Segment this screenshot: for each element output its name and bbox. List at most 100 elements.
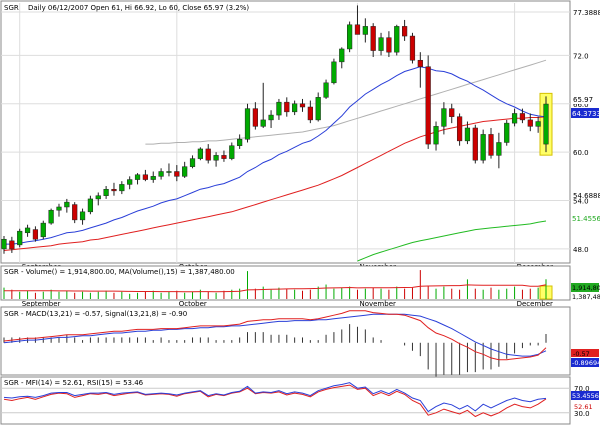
candle-body xyxy=(386,37,392,53)
rsi-tick-30: 30.0 xyxy=(574,410,590,418)
candle-body xyxy=(142,174,148,180)
candle-body xyxy=(103,188,109,196)
candle-body xyxy=(189,158,196,167)
candle-body xyxy=(24,227,31,234)
candle-body xyxy=(134,174,141,180)
candle-body xyxy=(394,26,400,53)
candle-body xyxy=(40,222,46,238)
candle-body xyxy=(323,82,329,98)
volume-panel: SGR - Volume() = 1,914,800.00, MA(Volume… xyxy=(0,265,600,308)
candle-body xyxy=(339,48,345,63)
candle-body xyxy=(331,61,337,84)
price-tick-label: 66.0 xyxy=(573,101,589,109)
candle-body xyxy=(354,24,361,35)
volume-ma-label: 1,387,480 xyxy=(572,293,600,301)
candle-body xyxy=(496,142,502,156)
candle-body xyxy=(56,206,62,211)
volume-month-label: October xyxy=(179,300,207,308)
candle-body xyxy=(433,126,439,145)
candle-body xyxy=(32,229,39,240)
candle-body xyxy=(174,171,180,177)
candle-body xyxy=(315,97,321,121)
macd-panel: SGR - MACD(13,21) = -0.57, Signal(13,21,… xyxy=(0,306,600,378)
candle-body xyxy=(276,101,282,116)
rsi-line xyxy=(3,382,547,413)
price-tick-label: 77.3888 xyxy=(573,9,600,17)
candle-body xyxy=(64,201,70,208)
price-tick-label: 60.0 xyxy=(573,149,589,157)
candle-body xyxy=(347,24,353,50)
candle-body xyxy=(111,188,117,192)
ma20-label-box xyxy=(571,108,599,118)
candle-body xyxy=(456,116,463,142)
candle-body xyxy=(182,166,188,177)
signal-value-label: -0.89694 xyxy=(572,359,600,367)
mfi-value-label: 52.61 xyxy=(574,403,593,411)
candle-body xyxy=(237,139,243,146)
candle-body xyxy=(252,108,258,127)
candle-body xyxy=(378,37,384,51)
volume-last-label: 1,914,800 xyxy=(572,284,600,292)
candle-body xyxy=(543,103,549,145)
rsi-mfi-panel: SGR - MFI(14) = 52.61, RSI(15) = 53.46 7… xyxy=(0,376,599,425)
candle-body xyxy=(511,113,518,124)
macd-value-label: -0.57 xyxy=(573,350,590,358)
price-axis-ticks: 77.3888 72.0 66.0 60.0 54.0 48.0 xyxy=(573,9,600,254)
rsi-label-box xyxy=(571,391,599,400)
candle-body xyxy=(72,204,78,221)
price-tick-label: 54.0 xyxy=(573,198,589,206)
signal-line xyxy=(3,313,547,357)
candle-body xyxy=(205,148,211,161)
mfi-line xyxy=(3,384,547,418)
last-price-label: 65.97 xyxy=(573,96,593,104)
candle-body xyxy=(127,179,133,185)
volume-legend: SGR - Volume() = 1,914,800.00, MA(Volume… xyxy=(4,268,235,276)
candle-body xyxy=(402,26,408,37)
volume-month-label: November xyxy=(359,300,396,308)
signal-label-box xyxy=(571,358,599,367)
candle-body xyxy=(268,114,274,121)
candle-body xyxy=(504,122,510,143)
price-header-symbol: SGR xyxy=(4,4,19,12)
volume-month-label: December xyxy=(517,300,553,308)
candle-body xyxy=(464,127,471,142)
candle-body xyxy=(441,108,447,127)
candle-body xyxy=(79,211,86,221)
candle-body xyxy=(370,26,376,51)
candle-body xyxy=(519,113,526,121)
candle-body xyxy=(292,103,298,113)
ma200-label: 54.6888 xyxy=(573,192,600,200)
candle-body xyxy=(409,35,416,61)
rsi-legend: SGR - MFI(14) = 52.61, RSI(15) = 53.46 xyxy=(4,379,144,387)
volume-month-label: September xyxy=(22,300,61,308)
candle-body xyxy=(472,127,478,161)
candlesticks xyxy=(1,5,549,254)
macd-legend: SGR - MACD(13,21) = -0.57, Signal(13,21,… xyxy=(4,310,187,318)
candle-body xyxy=(197,148,203,159)
candle-body xyxy=(449,108,455,117)
candle-body xyxy=(9,240,15,250)
candle-body xyxy=(213,155,219,161)
candle-body xyxy=(535,121,541,127)
price-panel-frame xyxy=(0,0,571,264)
candle-body xyxy=(119,184,125,192)
ma200-line xyxy=(145,59,547,145)
rsi-value-label: 53.4556 xyxy=(572,392,599,400)
candle-body xyxy=(527,119,533,127)
macd-line xyxy=(3,310,547,361)
price-tick-label: 72.0 xyxy=(573,52,589,60)
candle-body xyxy=(166,171,172,173)
ma20-line xyxy=(4,66,547,245)
candle-body xyxy=(299,103,306,108)
candle-body xyxy=(150,176,156,180)
candle-body xyxy=(95,195,101,200)
candle-body xyxy=(17,230,23,246)
candle-body xyxy=(158,171,164,177)
last-price-box xyxy=(571,95,599,104)
candle-body xyxy=(229,145,235,159)
volume-ma-box xyxy=(571,292,599,301)
volume-last-box xyxy=(571,283,599,292)
ma-long-line xyxy=(357,220,547,262)
candle-body xyxy=(260,119,266,127)
